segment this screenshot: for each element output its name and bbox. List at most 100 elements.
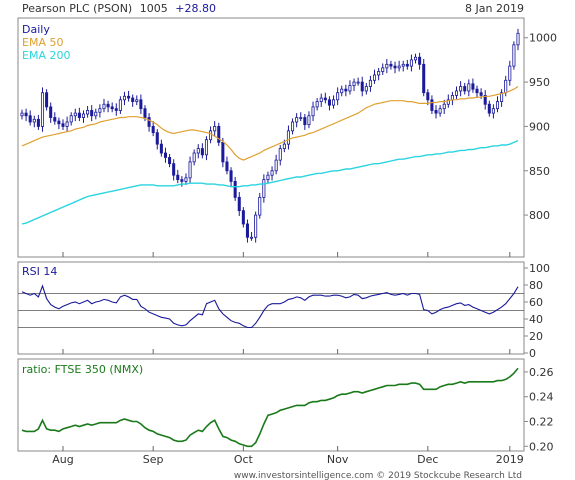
candle-body <box>422 63 426 94</box>
price-y-tick-label: 950 <box>529 76 550 89</box>
candle-body <box>184 177 188 182</box>
candle-body <box>327 99 331 106</box>
candle-body <box>319 97 323 102</box>
candle-body <box>315 101 319 108</box>
candle-body <box>508 65 512 81</box>
candle-body <box>209 130 213 141</box>
candle-body <box>344 88 348 92</box>
x-tick-label: 2019 <box>496 453 524 466</box>
rsi-line <box>21 284 519 329</box>
candle-body <box>450 94 454 101</box>
candle-body <box>65 121 69 127</box>
candle-body <box>397 65 401 69</box>
x-tick-label: Oct <box>234 453 254 466</box>
candle-body <box>36 118 40 127</box>
price-panel <box>17 17 525 258</box>
candle-body <box>122 95 126 101</box>
candle-body <box>176 174 180 181</box>
candle-body <box>86 110 90 115</box>
candle-body <box>348 85 352 92</box>
rsi-y-tick-label: 100 <box>529 262 550 275</box>
candle-body <box>151 126 155 134</box>
candle-body <box>389 63 393 67</box>
candle-body <box>307 115 311 126</box>
candle-body <box>143 108 147 118</box>
candle-body <box>127 95 131 99</box>
candle-body <box>278 148 282 161</box>
candle-body <box>495 101 500 110</box>
candle-body <box>409 59 413 67</box>
candle-body <box>237 196 241 212</box>
candle-body <box>266 174 270 181</box>
candle-body <box>192 152 196 163</box>
candle-body <box>233 180 237 198</box>
legend-entry: Daily <box>22 23 50 36</box>
candle-body <box>118 99 122 111</box>
candle-body <box>516 32 520 46</box>
candle-body <box>114 108 118 111</box>
candle-body <box>282 143 286 149</box>
candle-body <box>188 161 192 179</box>
candle-body <box>454 90 459 96</box>
candle-body <box>487 103 491 114</box>
candle-body <box>332 99 336 106</box>
candle-body <box>57 120 61 125</box>
ratio-title: ratio: FTSE 350 (NMX) <box>22 363 143 376</box>
candle-body <box>446 99 450 105</box>
candle-body <box>204 139 208 156</box>
x-tick-label: Aug <box>52 453 73 466</box>
candle-body <box>512 44 516 67</box>
candle-body <box>172 163 176 176</box>
candle-body <box>352 81 356 87</box>
candle-body <box>483 94 487 105</box>
candle-body <box>139 99 143 110</box>
candle-body <box>245 223 249 238</box>
candle-body <box>336 92 340 101</box>
ratio-y-tick-label: 0.22 <box>529 415 554 428</box>
candle-body <box>24 112 28 117</box>
candle-body <box>213 126 217 132</box>
chart-date: 8 Jan 2019 <box>465 2 524 15</box>
ratio-plot: 0.20 0.22 0.24 0.26 ratio: FTSE 350 (NMX) <box>21 363 554 453</box>
candle-body <box>135 99 139 102</box>
candle-body <box>459 86 463 92</box>
candle-body <box>405 63 409 67</box>
candle-body <box>377 71 381 76</box>
candle-body <box>45 92 49 108</box>
x-tick-label: Nov <box>327 453 349 466</box>
rsi-y-tick-label: 60 <box>529 296 543 309</box>
legend-entry: EMA 50 <box>22 36 63 49</box>
rsi-y-tick-label: 80 <box>529 279 543 292</box>
candle-body <box>217 126 221 143</box>
candle-body <box>155 132 159 145</box>
candle-body <box>467 83 471 92</box>
candle-body <box>49 106 53 118</box>
price-y-tick-label: 800 <box>529 209 550 222</box>
candle-body <box>81 113 86 118</box>
candle-body <box>131 97 135 102</box>
candle-body <box>414 56 418 61</box>
candle-body <box>364 86 368 92</box>
rsi-plot: 0 20 40 60 80 100 RSI 14 <box>18 262 550 360</box>
candle-body <box>286 130 290 145</box>
candle-body <box>500 92 504 102</box>
candle-body <box>73 112 77 117</box>
candle-body <box>442 103 446 110</box>
ratio-y-tick-label: 0.20 <box>529 440 554 453</box>
candle-body <box>463 86 467 92</box>
ratio-y-tick-label: 0.24 <box>529 391 554 404</box>
candle-body <box>291 121 295 132</box>
candle-body <box>90 110 94 117</box>
candle-body <box>20 112 24 117</box>
rsi-panel <box>17 261 525 355</box>
candle-body <box>221 141 225 163</box>
price-y-tick-label: 1000 <box>529 32 557 45</box>
ratio-panel <box>17 358 525 452</box>
candle-body <box>430 99 434 111</box>
rsi-y-tick-label: 0 <box>529 347 536 360</box>
candle-body <box>110 106 114 110</box>
candle-body <box>475 88 479 94</box>
candle-body <box>69 115 73 123</box>
candle-body <box>229 170 233 182</box>
